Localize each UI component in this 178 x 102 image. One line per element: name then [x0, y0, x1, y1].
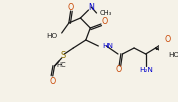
- Text: O: O: [101, 18, 108, 27]
- Text: HO: HO: [46, 33, 57, 39]
- Text: HC: HC: [56, 62, 66, 68]
- Text: O: O: [67, 3, 74, 12]
- Text: HN: HN: [102, 43, 113, 49]
- Text: H₂N: H₂N: [139, 67, 153, 73]
- Text: N: N: [88, 3, 94, 12]
- Text: HO: HO: [168, 52, 178, 58]
- Text: CH₃: CH₃: [99, 10, 112, 16]
- Text: O: O: [116, 65, 122, 74]
- Text: O: O: [50, 76, 56, 85]
- Text: O: O: [164, 35, 170, 44]
- Text: S: S: [61, 50, 66, 59]
